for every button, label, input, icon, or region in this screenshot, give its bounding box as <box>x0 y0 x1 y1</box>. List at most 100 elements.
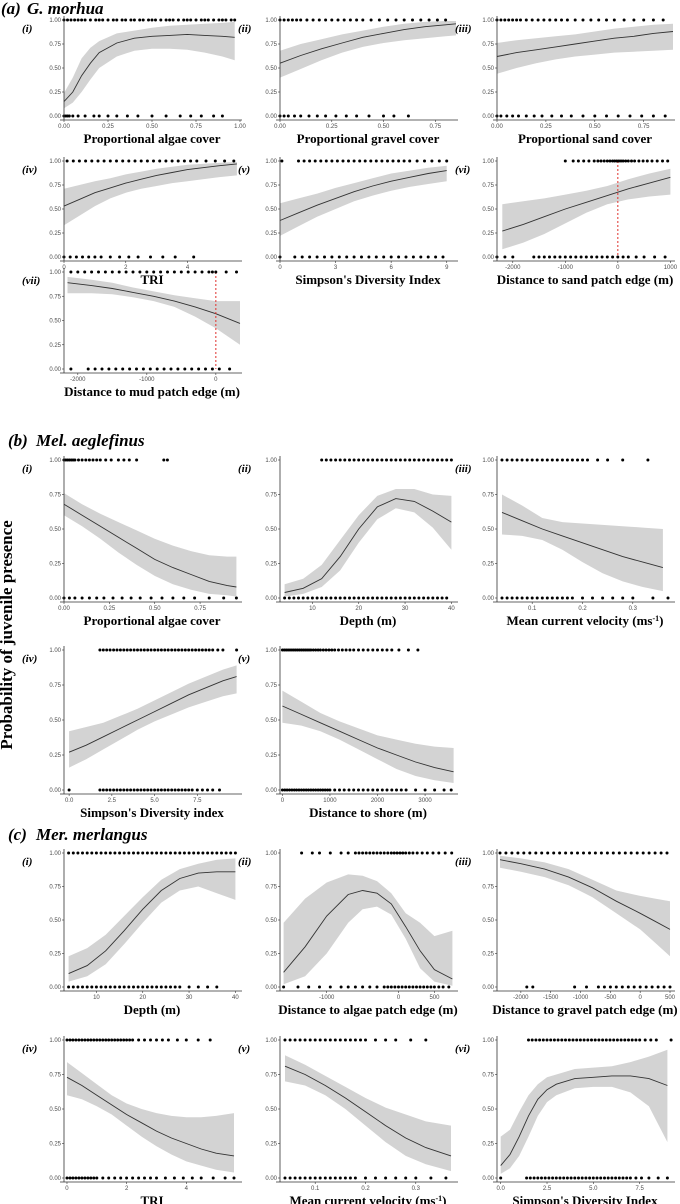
presence-point <box>223 159 227 163</box>
presence-point <box>398 458 402 462</box>
y-tick-label: 0.00 <box>265 985 277 991</box>
presence-point <box>611 159 615 163</box>
x-tick-label: 0.3 <box>629 606 638 612</box>
absence-point <box>80 1176 84 1180</box>
presence-point <box>440 458 444 462</box>
absence-point <box>614 985 618 989</box>
absence-point <box>329 596 333 600</box>
absence-point <box>127 985 131 989</box>
y-tick-label: 0.50 <box>49 319 61 325</box>
absence-point <box>170 788 174 792</box>
absence-point <box>76 114 80 118</box>
presence-point <box>525 458 529 462</box>
presence-point <box>131 1038 135 1042</box>
y-tick-label: 0.00 <box>49 985 61 991</box>
absence-point <box>98 788 102 792</box>
presence-point <box>210 270 214 274</box>
x-axis-label: Distance to shore (m) <box>309 805 427 820</box>
presence-point <box>311 18 315 22</box>
presence-point <box>581 18 585 22</box>
absence-point <box>596 985 600 989</box>
presence-point <box>647 851 651 855</box>
x-tick-label: 40 <box>448 606 455 612</box>
absence-point <box>429 1176 433 1180</box>
presence-point <box>166 270 169 274</box>
y-tick-label: 0.75 <box>49 42 61 48</box>
presence-point <box>136 648 139 652</box>
y-tick-label: 0.00 <box>482 596 494 602</box>
absence-point <box>181 1176 185 1180</box>
x-axis-label: Distance to gravel patch edge (m) <box>492 1002 677 1017</box>
absence-point <box>663 255 667 259</box>
absence-point <box>565 1176 569 1180</box>
absence-point <box>286 114 290 118</box>
presence-point <box>348 458 351 462</box>
x-tick-label: 2.5 <box>543 1186 552 1192</box>
y-tick-label: 0.00 <box>265 255 277 261</box>
x-tick-label: 0 <box>278 265 282 271</box>
confidence-band <box>500 1049 668 1174</box>
x-tick-label: 10 <box>309 606 316 612</box>
presence-point <box>626 159 630 163</box>
chart-panel: 0.00 0.25 0.50 0.75 1.00 -2000 -1000 0 (vii) Dist… <box>22 268 242 399</box>
presence-point <box>661 159 664 163</box>
presence-point <box>152 270 156 274</box>
presence-point <box>342 18 346 22</box>
absence-point <box>374 1176 377 1180</box>
absence-point <box>503 255 507 259</box>
absence-point <box>368 985 372 989</box>
x-axis-label: Distance to mud patch edge (m) <box>64 384 240 399</box>
y-tick-label: 0.00 <box>482 255 494 261</box>
absence-point <box>73 596 77 600</box>
presence-point <box>327 648 331 652</box>
absence-point <box>520 596 524 600</box>
absence-point <box>334 596 338 600</box>
absence-point <box>108 788 112 792</box>
presence-point <box>425 851 429 855</box>
presence-point <box>101 648 105 652</box>
x-tick-label: -1000 <box>558 265 574 271</box>
absence-point <box>95 1176 99 1180</box>
panel-label: (ii) <box>238 463 251 475</box>
absence-point <box>132 985 135 989</box>
presence-point <box>320 458 324 462</box>
absence-point <box>149 788 153 792</box>
absence-point <box>321 788 325 792</box>
presence-point <box>374 1038 377 1042</box>
absence-point <box>617 1176 621 1180</box>
absence-point <box>156 788 160 792</box>
y-tick-label: 0.50 <box>49 918 61 924</box>
y-tick-label: 0.00 <box>265 788 277 794</box>
y-tick-label: 0.50 <box>265 66 277 72</box>
presence-point <box>328 851 332 855</box>
x-tick-label: 5.0 <box>150 798 159 804</box>
absence-point <box>121 367 125 371</box>
absence-point <box>515 596 519 600</box>
presence-point <box>89 1038 93 1042</box>
presence-point <box>67 851 71 855</box>
absence-point <box>628 114 632 118</box>
presence-point <box>207 648 211 652</box>
absence-point <box>601 596 605 600</box>
absence-point <box>393 985 397 989</box>
presence-point <box>357 851 361 855</box>
presence-point <box>166 1038 170 1042</box>
absence-point <box>143 1176 146 1180</box>
absence-point <box>352 596 356 600</box>
absence-point <box>299 788 303 792</box>
presence-point <box>436 458 439 462</box>
presence-point <box>371 458 375 462</box>
y-tick-label: 0.50 <box>482 207 494 213</box>
absence-point <box>599 1176 603 1180</box>
absence-point <box>603 1176 606 1180</box>
y-tick-label: 0.25 <box>49 753 61 759</box>
presence-point <box>642 18 646 22</box>
presence-point <box>520 458 524 462</box>
presence-point <box>363 159 367 163</box>
absence-point <box>125 1176 129 1180</box>
y-tick-label: 0.25 <box>265 753 277 759</box>
presence-point <box>608 159 612 163</box>
absence-point <box>220 114 224 118</box>
presence-point <box>122 851 126 855</box>
absence-point <box>611 596 615 600</box>
